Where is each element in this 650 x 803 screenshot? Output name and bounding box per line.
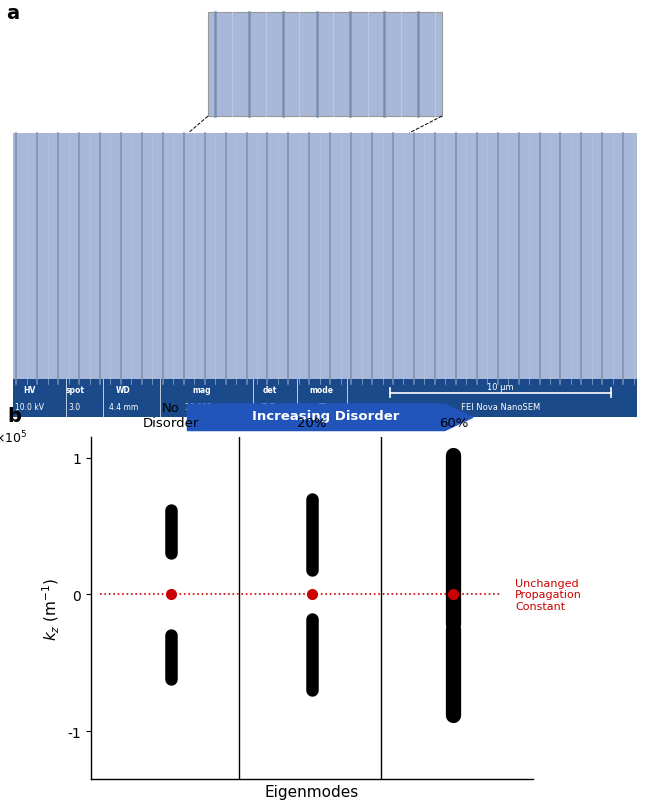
Text: 10.0 kV: 10.0 kV xyxy=(15,402,44,411)
Text: mag: mag xyxy=(192,386,211,395)
Text: mode: mode xyxy=(310,386,333,395)
Text: No
Disorder: No Disorder xyxy=(142,402,199,430)
Text: b: b xyxy=(7,406,21,425)
Text: WD: WD xyxy=(116,386,131,395)
Text: 4.4 mm: 4.4 mm xyxy=(109,402,138,411)
Text: 10 000 x: 10 000 x xyxy=(185,402,218,411)
Text: 60%: 60% xyxy=(439,417,468,430)
Text: FEI Nova NanoSEM: FEI Nova NanoSEM xyxy=(461,402,540,411)
Text: $\times$10$^5$: $\times$10$^5$ xyxy=(0,430,27,446)
Text: TLD: TLD xyxy=(263,402,277,411)
Bar xyxy=(13,133,637,384)
Text: 20%: 20% xyxy=(297,417,327,430)
Bar xyxy=(208,13,442,117)
Y-axis label: $k_z$ (m$^{-1}$): $k_z$ (m$^{-1}$) xyxy=(41,577,62,640)
Text: det: det xyxy=(263,386,277,395)
Text: 10 μm: 10 μm xyxy=(488,382,514,391)
Text: a: a xyxy=(6,4,20,23)
FancyArrow shape xyxy=(187,405,473,431)
Text: Unchanged
Propagation
Constant: Unchanged Propagation Constant xyxy=(515,578,582,611)
Text: spot: spot xyxy=(65,386,84,395)
Bar xyxy=(13,380,637,418)
Text: SE: SE xyxy=(317,402,326,411)
X-axis label: Eigenmodes: Eigenmodes xyxy=(265,785,359,800)
Text: 3.0: 3.0 xyxy=(69,402,81,411)
Text: HV: HV xyxy=(23,386,36,395)
Text: Increasing Disorder: Increasing Disorder xyxy=(252,409,399,422)
